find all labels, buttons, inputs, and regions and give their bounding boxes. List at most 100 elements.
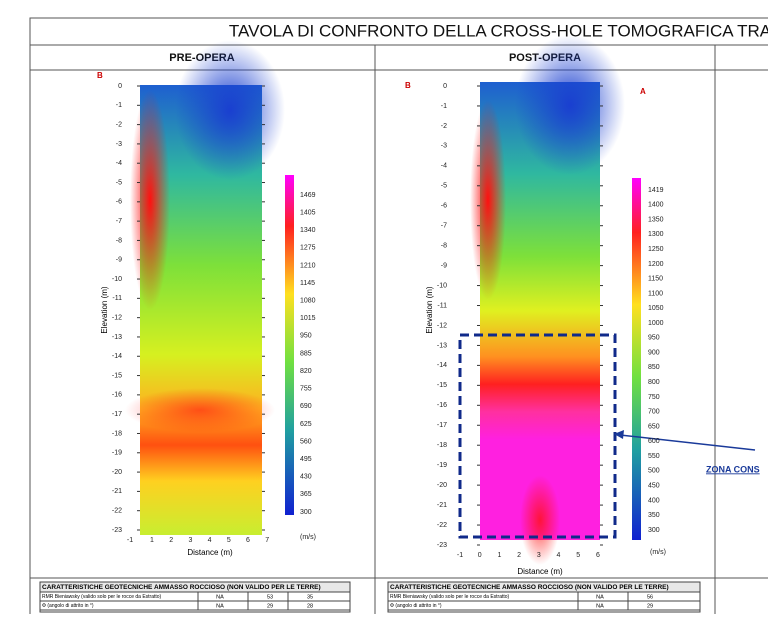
colorbar-label: 350 [648,512,660,519]
y-tick-label: -5 [441,183,447,190]
x-tick-label: 3 [188,537,192,544]
y-tick-label: -5 [116,179,122,186]
marker: B [97,71,103,80]
colorbar-label: 1340 [300,227,316,234]
callout: ZONA CONS [706,464,760,474]
tomogram [470,35,625,565]
y-tick-label: -6 [116,199,122,206]
y-tick-label: -1 [441,103,447,110]
x-tick-label: 2 [517,552,521,559]
table-cell: NA [216,603,224,609]
table-cell: NA [596,603,604,609]
colorbar-label: 1145 [300,280,315,287]
colorbar-label: 1250 [648,246,664,253]
axis-title: Distance (m) [187,548,233,557]
colorbar-label: 1150 [648,276,663,283]
y-tick-label: -23 [437,542,447,549]
y-tick-label: -13 [112,334,122,341]
colorbar-label: 550 [648,453,660,460]
x-tick-label: 4 [557,552,561,559]
y-tick-label: -18 [112,430,122,437]
y-tick-label: -9 [116,257,122,264]
colorbar-label: 1210 [300,262,316,269]
arrow-head [614,430,624,439]
arrow [619,434,756,451]
y-tick-label: -23 [112,527,122,534]
x-tick-label: 5 [227,537,231,544]
colorbar-label: 650 [648,423,660,430]
colorbar-label: 500 [648,468,660,475]
x-tick-label: 7 [265,537,269,544]
y-tick-label: -14 [437,362,447,369]
colorbar-label: 495 [300,456,312,463]
y-tick-label: -10 [112,276,122,283]
y-tick-label: -19 [437,462,447,469]
y-tick-label: -20 [437,482,447,489]
y-tick-label: -7 [116,218,122,225]
y-tick-label: -22 [112,508,122,515]
y-tick-label: -14 [112,353,122,360]
table-cell: Φ (angolo di attrito in °) [390,603,442,609]
y-tick-label: -8 [441,242,447,249]
y-tick-label: -21 [437,502,447,509]
tomogram [125,40,285,535]
colorbar-label: 850 [648,364,660,371]
colorbar-label: 820 [300,368,312,375]
colorbar-label: 625 [300,421,312,428]
colorbar-label: 560 [300,438,312,445]
y-tick-label: -4 [441,163,447,170]
colorbar-label: 1200 [648,261,664,268]
colorbar-label: 950 [300,333,312,340]
colorbar-label: 1275 [300,245,316,252]
y-tick-label: -9 [441,262,447,269]
colorbar-label: 690 [300,403,312,410]
colorbar-unit: (m/s) [300,534,316,541]
axis-title: Distance (m) [517,567,563,576]
colorbar-label: 300 [648,527,660,534]
x-tick-label: 3 [537,552,541,559]
x-tick-label: -1 [457,552,463,559]
x-tick-label: 4 [208,537,212,544]
colorbar-unit: (m/s) [650,549,666,556]
y-tick-label: -17 [437,422,447,429]
colorbar-label: 1080 [300,298,316,305]
colorbar-label: 1405 [300,209,316,216]
colorbar-label: 1100 [648,290,663,297]
table-header: CARATTERISTICHE GEOTECNICHE AMMASSO ROCC… [42,584,321,591]
colorbar-label: 1469 [300,192,316,199]
y-tick-label: -4 [116,160,122,167]
x-tick-label: 1 [497,552,501,559]
y-tick-label: -16 [437,402,447,409]
colorbar-label: 950 [648,335,660,342]
y-tick-label: -3 [116,141,122,148]
x-tick-label: 6 [596,552,600,559]
marker: A [640,87,646,96]
x-tick-label: 0 [478,552,482,559]
y-tick-label: -15 [437,382,447,389]
colorbar-label: 885 [300,350,312,357]
colorbar-label: 1300 [648,231,664,238]
title: TAVOLA DI CONFRONTO DELLA CROSS-HOLE TOM… [229,21,768,40]
marker: B [405,81,411,90]
table-cell: RMR Bieniawsky (valido solo per le rocce… [42,594,162,600]
colorbar-label: 1015 [300,315,316,322]
y-tick-label: -17 [112,411,122,418]
colorbar-label: 300 [300,509,312,516]
colorbar-label: 900 [648,349,660,356]
table-cell: 29 [267,603,273,609]
colorbar-label: 800 [648,379,660,386]
y-tick-label: -15 [112,372,122,379]
colorbar-label: 400 [648,497,660,504]
axis-title: Elevation (m) [425,286,434,333]
y-tick-label: -3 [441,143,447,150]
table-cell: 35 [307,594,313,600]
axis-title: Elevation (m) [100,286,109,333]
colorbar-label: 365 [300,491,312,498]
y-tick-label: -13 [437,342,447,349]
y-tick-label: -16 [112,392,122,399]
table-cell: Φ (angolo di attrito in °) [42,603,94,609]
table-cell: 28 [307,603,313,609]
colorbar [285,175,294,515]
x-tick-label: -1 [127,537,133,544]
